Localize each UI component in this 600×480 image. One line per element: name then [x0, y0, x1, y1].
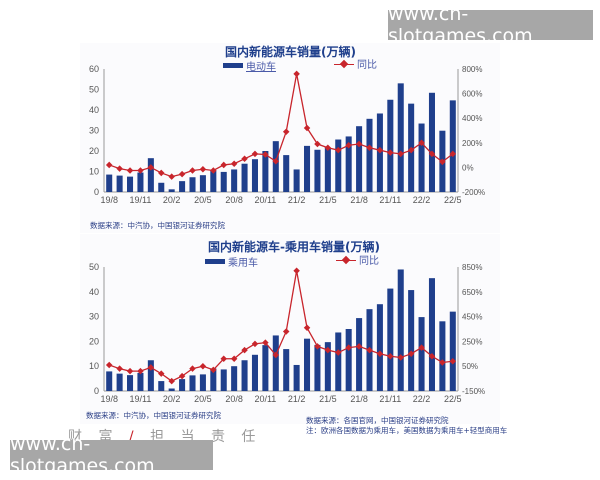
svg-text:22/5: 22/5: [444, 394, 462, 404]
chart-1-source: 数据来源：中汽协，中国银河证券研究院: [90, 221, 225, 230]
svg-text:450%: 450%: [462, 313, 482, 322]
svg-text:20/11: 20/11: [254, 195, 276, 205]
svg-text:850%: 850%: [462, 263, 482, 272]
svg-text:21/8: 21/8: [350, 394, 368, 404]
chart-1-legend-bar-label: 电动车: [246, 62, 276, 73]
svg-text:20: 20: [89, 336, 99, 346]
line-swatch-icon: [334, 59, 354, 69]
svg-text:20/2: 20/2: [163, 195, 181, 205]
chart-1-legend-line-label: 同比: [357, 60, 377, 71]
svg-text:250%: 250%: [462, 337, 482, 346]
watermark-text-top: www.cn-slotgames.com: [388, 3, 533, 47]
svg-text:21/5: 21/5: [319, 195, 337, 205]
svg-text:60: 60: [89, 64, 99, 74]
svg-text:0: 0: [94, 187, 99, 197]
bar-swatch-icon: [223, 63, 243, 68]
svg-text:50: 50: [89, 262, 99, 272]
svg-text:50: 50: [89, 85, 99, 95]
chart-2-legend-bar-label: 乘用车: [228, 258, 258, 269]
svg-text:22/2: 22/2: [413, 394, 431, 404]
bar-swatch-icon: [205, 259, 225, 264]
svg-text:21/8: 21/8: [350, 195, 368, 205]
svg-text:10: 10: [89, 361, 99, 371]
svg-text:30: 30: [89, 126, 99, 136]
svg-text:20/11: 20/11: [254, 394, 276, 404]
svg-text:200%: 200%: [462, 139, 482, 148]
svg-text:600%: 600%: [462, 90, 482, 99]
svg-text:-200%: -200%: [462, 188, 485, 197]
svg-text:20/8: 20/8: [225, 195, 243, 205]
chart-2-source-left: 数据来源：中汽协，中国银河证券研究院: [86, 411, 221, 420]
svg-text:50%: 50%: [462, 362, 478, 371]
svg-text:21/11: 21/11: [379, 394, 401, 404]
chart-2-source-right-2: 注：欧洲各国数据为乘用车，美国数据为乘用车+轻型商用车: [306, 426, 508, 435]
watermark-banner-bottom: www.cn-slotgames.com: [10, 433, 213, 477]
chart-2-legend-line: 同比: [336, 252, 379, 267]
svg-text:0%: 0%: [462, 163, 474, 172]
chart-1-legend-bar: 电动车: [223, 58, 276, 73]
svg-text:21/11: 21/11: [379, 195, 401, 205]
slogan-slash: /: [128, 429, 140, 445]
svg-text:20/8: 20/8: [225, 394, 243, 404]
chart-2-source-right-1: 数据来源：各国官网，中国银河证券研究院: [306, 416, 449, 425]
svg-text:21/5: 21/5: [319, 394, 337, 404]
svg-text:21/2: 21/2: [288, 195, 306, 205]
svg-text:20/5: 20/5: [194, 195, 212, 205]
svg-text:20/5: 20/5: [194, 394, 212, 404]
chart-2-title: 国内新能源车-乘用车销量(万辆): [208, 240, 380, 254]
chart-panel-1: 国内新能源车销量(万辆) 电动车 同比 0 10 20 30 40 50 60 -200% 0%…: [80, 43, 500, 233]
svg-text:20: 20: [89, 146, 99, 156]
chart-panel-2: 国内新能源车-乘用车销量(万辆) 乘用车 同比 0 10 20 30 40 50 -150%…: [80, 234, 507, 435]
svg-text:19/11: 19/11: [130, 394, 152, 404]
svg-text:0: 0: [94, 386, 99, 396]
svg-text:19/8: 19/8: [100, 394, 118, 404]
svg-text:800%: 800%: [462, 65, 482, 74]
svg-text:30: 30: [89, 312, 99, 322]
svg-text:22/2: 22/2: [413, 195, 431, 205]
svg-text:21/2: 21/2: [288, 394, 306, 404]
svg-text:20/2: 20/2: [163, 394, 181, 404]
svg-text:650%: 650%: [462, 288, 482, 297]
chart-1-legend-line: 同比: [334, 56, 377, 71]
svg-text:19/8: 19/8: [100, 195, 118, 205]
svg-text:-150%: -150%: [462, 387, 485, 396]
line-swatch-icon: [336, 255, 356, 265]
watermark-text-bottom: www.cn-slotgames.com: [10, 433, 155, 477]
chart-1-title: 国内新能源车销量(万辆): [225, 45, 356, 59]
svg-text:22/5: 22/5: [444, 195, 462, 205]
chart-2-legend-bar: 乘用车: [205, 254, 258, 269]
svg-text:19/11: 19/11: [130, 195, 152, 205]
watermark-banner-top: www.cn-slotgames.com: [388, 3, 593, 47]
svg-text:40: 40: [89, 287, 99, 297]
svg-text:10: 10: [89, 167, 99, 177]
chart-1-plot: 0 10 20 30 40 50 60 -200% 0% 200% 400% 600% 800% 19/8…: [89, 64, 485, 205]
svg-text:400%: 400%: [462, 114, 482, 123]
chart-2-plot: 0 10 20 30 40 50 -150% 50% 250% 450% 650% 850% 19/8 1…: [89, 262, 485, 404]
chart-2-legend-line-label: 同比: [359, 256, 379, 267]
svg-text:40: 40: [89, 105, 99, 115]
